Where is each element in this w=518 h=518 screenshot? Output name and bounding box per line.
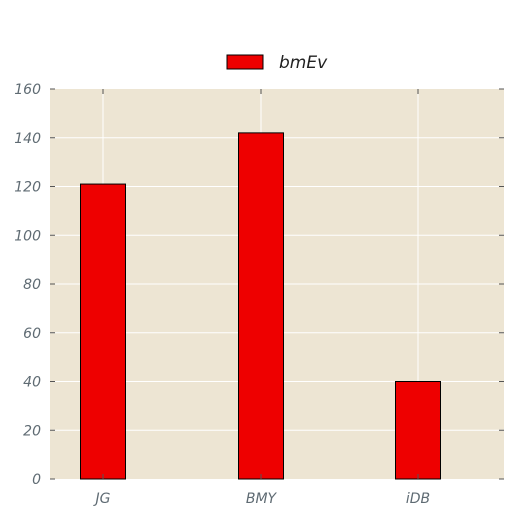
bar-bmy [238, 132, 284, 480]
y-tick-label: 60 [23, 326, 41, 342]
y-tick-label: 160 [14, 82, 41, 98]
y-tick-label: 80 [23, 277, 41, 293]
y-tick-label: 40 [23, 375, 41, 391]
bar-idb [395, 381, 441, 480]
x-tick-label: JG [93, 491, 111, 507]
bar-jg [80, 183, 126, 480]
y-tick-labels: 0 20 40 60 80 100 120 140 160 [14, 82, 41, 488]
legend-swatch [226, 54, 264, 70]
x-tick-label: BMY [246, 491, 278, 507]
legend-label: bmEv [279, 53, 328, 73]
y-tick-label: 100 [14, 228, 41, 244]
y-tick-label: 120 [14, 180, 41, 196]
y-tick-label: 140 [14, 131, 41, 147]
ticks [50, 88, 504, 480]
x-tick-label: iDB [406, 491, 430, 507]
y-tick-label: 20 [23, 423, 41, 439]
legend: bmEv [226, 53, 328, 73]
bars [80, 132, 441, 480]
x-tick-labels: JG BMY iDB [93, 491, 431, 507]
y-tick-label: 0 [32, 472, 41, 488]
